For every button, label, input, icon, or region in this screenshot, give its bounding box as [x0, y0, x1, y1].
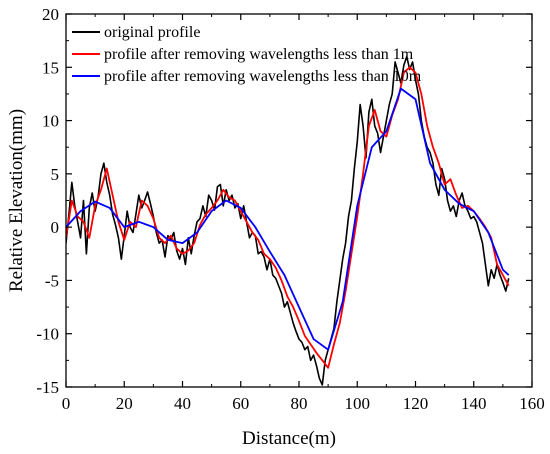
y-tick-label: 5 — [51, 165, 60, 184]
y-axis-title: Relative Elevation(mm) — [6, 109, 27, 292]
y-tick-label: 20 — [42, 5, 59, 24]
x-axis-title: Distance(m) — [242, 428, 336, 449]
series-line-2 — [66, 87, 510, 351]
x-tick-label: 0 — [62, 394, 71, 413]
x-tick-label: 140 — [461, 394, 487, 413]
y-tick-label: 0 — [51, 218, 60, 237]
series-layer — [66, 55, 510, 386]
x-tick-label: 20 — [116, 394, 133, 413]
x-tick-label: 160 — [519, 394, 545, 413]
legend-label-0: original profile — [104, 24, 200, 41]
legend-label-1: profile after removing wavelengths less … — [104, 46, 414, 63]
x-tick-label: 40 — [174, 394, 191, 413]
axes-layer — [65, 13, 533, 388]
x-tick-label: 60 — [232, 394, 249, 413]
labels-layer: 0 20 40 60 80 100 120 140 160 -15 -10 -5 0 5 10 15 20 Dis… — [6, 5, 545, 449]
x-tick-label: 100 — [345, 394, 371, 413]
y-tick-label: 10 — [42, 112, 59, 131]
y-tick-label: -10 — [36, 325, 59, 344]
legend-label-2: profile after removing wavelengths less … — [104, 68, 422, 85]
y-tick-label: -15 — [36, 378, 59, 397]
series-line-0 — [66, 55, 510, 386]
x-tick-label: 120 — [403, 394, 429, 413]
y-tick-label: 15 — [42, 58, 59, 77]
legend: original profile profile after removing w… — [72, 24, 422, 85]
y-tick-label: -5 — [45, 271, 59, 290]
x-tick-label: 80 — [291, 394, 308, 413]
series-line-1 — [66, 66, 510, 369]
